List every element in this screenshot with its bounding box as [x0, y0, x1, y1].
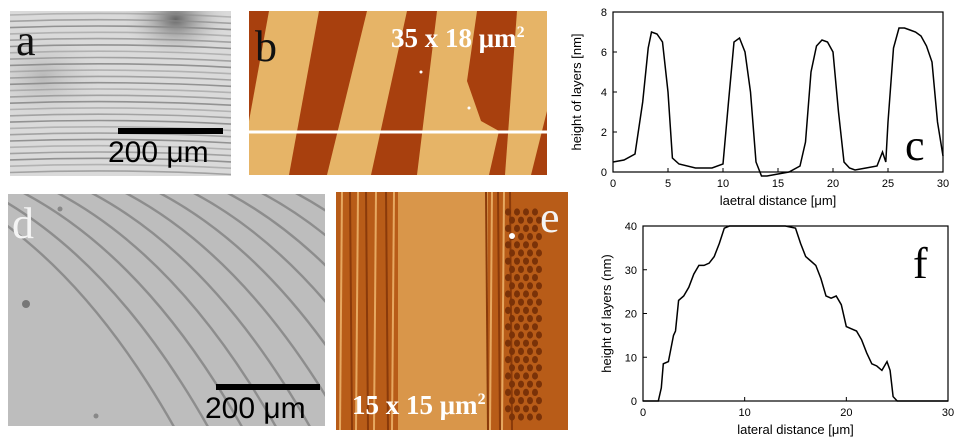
y-tick-label: 8	[601, 7, 607, 19]
y-tick-label: 0	[631, 396, 637, 408]
x-tick-label: 30	[942, 407, 954, 419]
panel-a-micrograph: a 200 μm	[10, 11, 231, 176]
chart-panel-letter: c	[905, 121, 925, 170]
panel-e-area-label: 15 x 15 μm2	[352, 392, 486, 419]
x-tick-label: 25	[882, 178, 894, 190]
panel-b-area-prefix: 35 x 18 μm	[391, 23, 517, 53]
y-axis-label: height of layers [nm]	[570, 33, 584, 150]
y-tick-label: 0	[601, 167, 607, 179]
x-tick-label: 15	[772, 178, 784, 190]
panel-e-texture	[336, 192, 568, 430]
plot-frame	[612, 11, 944, 173]
panel-a-scale-bar	[118, 128, 223, 134]
chart-f: 0 10 20 30 0 10 20 30 40 lateral distance [μm] hei…	[599, 221, 954, 437]
panel-b-letter: b	[255, 22, 277, 71]
x-tick-label: 10	[717, 178, 729, 190]
chart-panel-letter: f	[913, 239, 928, 288]
panel-d-micrograph: d 200 μm	[8, 194, 325, 426]
y-tick-label: 40	[625, 221, 637, 233]
panel-e-afm-image: e 15 x 15 μm2	[336, 192, 568, 430]
panel-d-scale-label: 200 μm	[205, 392, 306, 425]
panel-a-letter: a	[16, 16, 36, 65]
y-tick-label: 6	[601, 47, 607, 59]
x-axis-label: laetral distance [μm]	[720, 193, 837, 208]
x-tick-label: 5	[665, 178, 671, 190]
plot-frame	[642, 225, 949, 402]
y-tick-label: 4	[601, 87, 607, 99]
panel-b-afm-image: b 35 x 18 μm2	[249, 11, 547, 175]
panel-e-letter: e	[540, 193, 560, 242]
y-tick-label: 10	[625, 352, 637, 364]
panel-b-area-exp: 2	[516, 24, 525, 41]
x-tick-label: 30	[937, 178, 949, 190]
x-tick-label: 0	[640, 407, 646, 419]
panel-e-area-prefix: 15 x 15 μm	[352, 390, 478, 420]
panel-d-scale-bar	[216, 384, 320, 390]
y-tick-label: 20	[625, 309, 637, 321]
x-tick-label: 20	[840, 407, 852, 419]
y-tick-label: 2	[601, 127, 607, 139]
series-line	[643, 225, 948, 402]
panel-e-area-exp: 2	[477, 391, 486, 408]
y-tick-label: 30	[625, 265, 637, 277]
panel-d-letter: d	[12, 199, 34, 248]
x-axis-label: lateral distance [μm]	[737, 422, 854, 437]
panel-b-stripes	[249, 11, 547, 175]
panel-a-scale-label: 200 μm	[108, 136, 209, 169]
x-tick-label: 0	[610, 178, 616, 190]
y-axis-label: height of layers (nm)	[599, 254, 614, 373]
x-tick-label: 20	[827, 178, 839, 190]
chart-c: 0 5 10 15 20 25 30 0 2 4 6 8 laetral distance [μm] he…	[570, 7, 949, 208]
x-tick-label: 10	[739, 407, 751, 419]
panel-a-image	[10, 11, 231, 176]
series-line	[612, 27, 944, 177]
panel-b-area-label: 35 x 18 μm2	[391, 25, 525, 52]
